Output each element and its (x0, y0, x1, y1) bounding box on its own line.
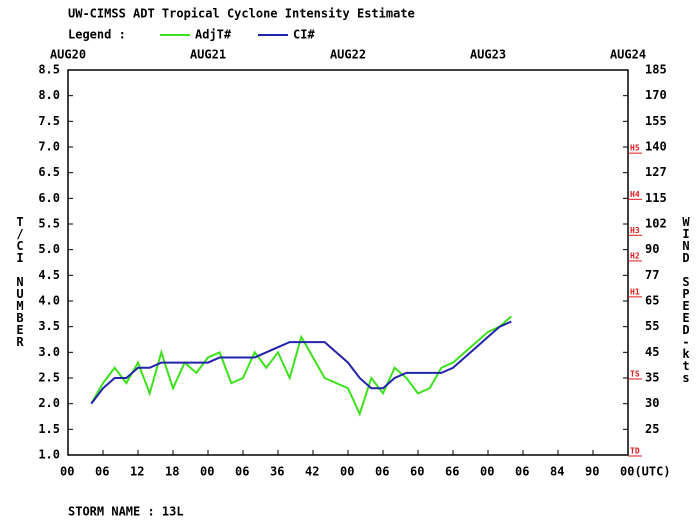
legend-entry: CI# (293, 28, 315, 42)
plot-frame (67, 69, 629, 456)
y-tick-label: 2.0 (38, 396, 60, 410)
intensity-marker: H3 (630, 226, 640, 235)
y2-tick-label: 65 (645, 294, 659, 308)
x-tick-label: 00(UTC) (620, 465, 671, 479)
intensity-marker: H1 (630, 287, 640, 296)
top-x-tick-label: AUG22 (330, 48, 366, 62)
y-tick-label: 3.5 (38, 319, 60, 333)
y-tick-label: 8.0 (38, 88, 60, 102)
y2-tick-label: 102 (645, 217, 667, 231)
x-tick-label: 36 (270, 465, 284, 479)
y2-tick-label: 90 (645, 242, 659, 256)
x-tick-label: 90 (585, 465, 599, 479)
x-tick-label: 06 (515, 465, 529, 479)
y2-tick-label: 155 (645, 114, 667, 128)
y2-axis-label: WIND SPEED-kts (679, 215, 693, 383)
y-tick-label: 6.0 (38, 191, 60, 205)
x-tick-label: 06 (95, 465, 109, 479)
y-tick-label: 8.5 (38, 63, 60, 77)
top-x-tick-label: AUG21 (190, 48, 226, 62)
y2-tick-label: 77 (645, 268, 659, 282)
x-tick-label: 00 (60, 465, 74, 479)
y-tick-label: 7.5 (38, 114, 60, 128)
x-tick-label: 00 (200, 465, 214, 479)
storm-name: STORM NAME : 13L (68, 505, 184, 519)
y2-tick-label: 55 (645, 319, 659, 333)
x-tick-label: 06 (235, 465, 249, 479)
y2-tick-label: 30 (645, 396, 659, 410)
top-x-tick-label: AUG23 (470, 48, 506, 62)
y-tick-label: 4.0 (38, 294, 60, 308)
legend-entry: AdjT# (195, 28, 232, 42)
x-tick-label: 66 (445, 465, 459, 479)
x-tick-label: 00 (480, 465, 494, 479)
intensity-marker: TS (630, 370, 640, 379)
intensity-marker: H4 (630, 190, 640, 199)
top-x-tick-label: AUG20 (50, 48, 86, 62)
y-tick-label: 2.5 (38, 371, 60, 385)
legend-label: Legend : (68, 28, 126, 42)
intensity-marker: H2 (630, 251, 640, 260)
y2-tick-label: 185 (645, 63, 667, 77)
x-tick-label: 18 (165, 465, 179, 479)
y2-tick-label: 25 (645, 422, 659, 436)
y-tick-label: 5.0 (38, 242, 60, 256)
x-tick-label: 06 (375, 465, 389, 479)
y2-tick-label: 115 (645, 191, 667, 205)
y-tick-label: 3.0 (38, 345, 60, 359)
y-tick-label: 6.5 (38, 165, 60, 179)
x-tick-label: 84 (550, 465, 564, 479)
series-line (90, 320, 512, 405)
x-tick-label: 42 (305, 465, 319, 479)
y2-tick-label: 170 (645, 88, 667, 102)
y2-tick-label: 127 (645, 165, 667, 179)
y2-tick-label: 140 (645, 140, 667, 154)
y-tick-label: 1.0 (38, 448, 60, 462)
y-axis-label: T/CI NUMBER (13, 215, 27, 347)
y2-tick-label: 35 (645, 371, 659, 385)
y-tick-label: 5.5 (38, 217, 60, 231)
chart-title: UW-CIMSS ADT Tropical Cyclone Intensity … (68, 7, 415, 21)
y-tick-label: 4.5 (38, 268, 60, 282)
intensity-marker: H5 (630, 144, 640, 153)
y-tick-label: 7.0 (38, 140, 60, 154)
x-tick-label: 12 (130, 465, 144, 479)
x-tick-label: 00 (340, 465, 354, 479)
x-tick-label: 60 (410, 465, 424, 479)
top-x-tick-label: AUG24 (610, 48, 646, 62)
series-line (90, 315, 512, 417)
intensity-marker: TD (630, 447, 640, 456)
y2-tick-label: 45 (645, 345, 659, 359)
y-tick-label: 1.5 (38, 422, 60, 436)
